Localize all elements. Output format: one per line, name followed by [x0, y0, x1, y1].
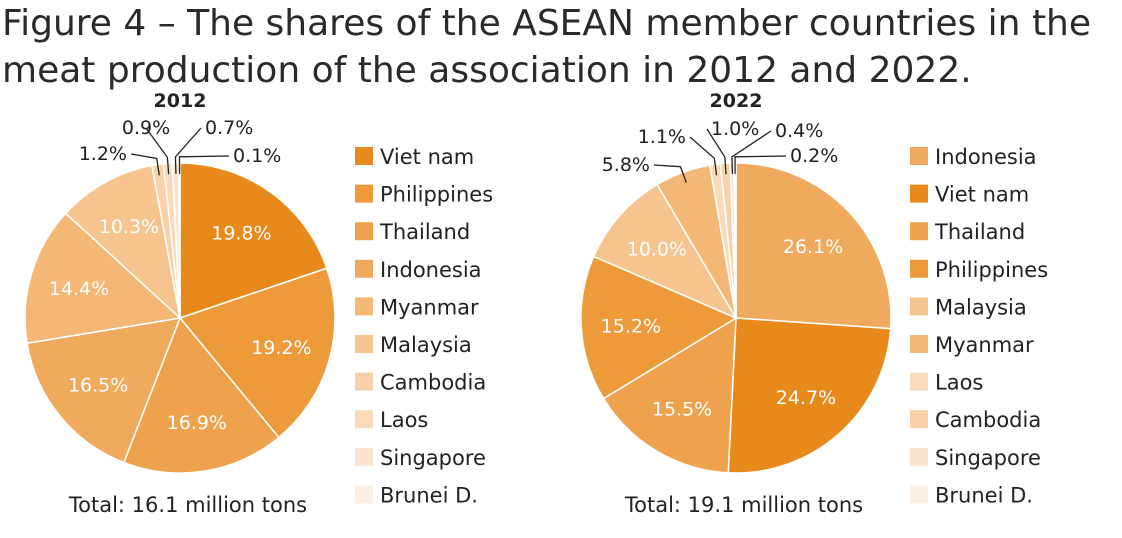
legend-swatch-myanmar [910, 335, 928, 353]
slice-label-viet-nam: 19.8% [211, 222, 271, 244]
slice-label-singapore: 0.4% [775, 120, 823, 142]
slice-label-myanmar: 5.8% [602, 154, 650, 176]
legend-swatch-viet-nam [355, 147, 373, 165]
pie-slice-viet-nam [179, 162, 328, 320]
legend-label-thailand: Thailand [379, 220, 470, 244]
legend-swatch-cambodia [910, 410, 928, 429]
legend-label-laos: Laos [935, 371, 983, 395]
legend-label-singapore: Singapore [380, 446, 486, 470]
total-label: Total: 16.1 million tons [68, 493, 307, 517]
legend-swatch-thailand [355, 222, 373, 241]
legend-label-cambodia: Cambodia [380, 371, 486, 395]
legend-label-thailand: Thailand [934, 220, 1025, 244]
legend-label-malaysia: Malaysia [380, 333, 472, 357]
slice-label-cambodia: 1.2% [79, 143, 127, 165]
legend-label-indonesia: Indonesia [935, 145, 1037, 169]
pie-chart-2022: 2022 26.1% 24.7% 15.5% 15.2% 10.0% 5.8% 1.1% 1.0… [580, 90, 1048, 517]
legend-swatch-malaysia [355, 335, 373, 353]
legend-swatch-brunei-d [910, 485, 928, 504]
slice-label-thailand: 16.9% [167, 412, 227, 434]
slice-label-viet-nam: 24.7% [776, 387, 836, 409]
legend-swatch-thailand [910, 222, 928, 241]
legend-label-philippines: Philippines [935, 258, 1048, 282]
legend-swatch-brunei-d [355, 485, 373, 504]
legend-swatch-cambodia [355, 372, 373, 391]
pie-slice-indonesia [26, 317, 182, 464]
pie-slice-philippines [178, 267, 336, 439]
pie-slice-indonesia [735, 162, 892, 330]
pie-slice-brunei-d [178, 162, 181, 319]
legend-swatch-viet-nam [910, 184, 928, 203]
pie-slice-malaysia [592, 183, 738, 320]
legend-label-indonesia: Indonesia [380, 258, 482, 282]
legend-label-viet-nam: Viet nam [935, 183, 1029, 207]
legend-label-malaysia: Malaysia [935, 295, 1027, 319]
legend-label-myanmar: Myanmar [935, 333, 1034, 357]
legend-swatch-laos [355, 410, 373, 429]
leader-line-singapore [174, 127, 202, 174]
slice-label-thailand: 15.5% [652, 399, 712, 421]
chart-year-title: 2022 [710, 90, 763, 112]
legend-label-myanmar: Myanmar [380, 295, 479, 319]
slice-label-laos: 1.1% [638, 126, 686, 148]
legend-label-brunei-d: Brunei D. [380, 483, 478, 507]
slice-label-malaysia: 10.3% [99, 216, 159, 238]
legend-swatch-indonesia [910, 147, 928, 165]
slice-label-singapore: 0.7% [205, 117, 253, 139]
pie-chart-2012: 2012 19.8% 19.2% 16.9% 16.5% 14.4% 10.3% 1.2% 0.… [24, 90, 493, 517]
legend-swatch-malaysia [910, 297, 928, 316]
legend-label-singapore: Singapore [935, 446, 1041, 470]
legend-label-brunei-d: Brunei D. [935, 483, 1033, 507]
slice-label-laos: 0.9% [122, 117, 170, 139]
slice-label-indonesia: 16.5% [68, 374, 128, 396]
legend-swatch-philippines [910, 259, 928, 278]
slice-label-brunei-d: 0.1% [233, 145, 281, 167]
legend-swatch-singapore [910, 447, 928, 466]
leader-line-brunei-d [734, 155, 787, 174]
legend-swatch-myanmar [355, 297, 373, 316]
total-label: Total: 19.1 million tons [624, 493, 863, 517]
figure-title: Figure 4 – The shares of the ASEAN membe… [2, 3, 1092, 91]
slice-label-malaysia: 10.0% [627, 238, 687, 260]
leader-line-brunei-d [178, 155, 230, 174]
legend-label-philippines: Philippines [380, 183, 493, 207]
chart-year-title: 2012 [154, 90, 207, 112]
slice-label-myanmar: 14.4% [49, 278, 109, 300]
pie-slice-philippines [580, 255, 738, 400]
leader-line-laos [145, 127, 170, 175]
pie-slice-thailand [122, 316, 280, 474]
legend-swatch-philippines [355, 184, 373, 203]
pie-slice-viet-nam [727, 317, 892, 474]
leader-line-singapore [731, 130, 772, 174]
legend-label-laos: Laos [380, 408, 428, 432]
leader-line-cambodia [130, 153, 160, 176]
legend-swatch-indonesia [355, 259, 373, 278]
legend-label-viet-nam: Viet nam [380, 145, 474, 169]
legend-label-cambodia: Cambodia [935, 408, 1041, 432]
leader-line-myanmar [653, 164, 687, 183]
legend-swatch-singapore [355, 447, 373, 466]
leader-line-cambodia [706, 128, 727, 175]
slice-label-philippines: 15.2% [601, 315, 661, 337]
legend-swatch-laos [910, 372, 928, 391]
pie-slice-thailand [602, 316, 737, 474]
pie-slice-malaysia [64, 164, 182, 321]
pie-slice-myanmar [24, 212, 182, 345]
slice-label-brunei-d: 0.2% [790, 145, 838, 167]
leader-line-laos [689, 136, 718, 176]
slice-label-cambodia: 1.0% [711, 118, 759, 140]
slice-label-indonesia: 26.1% [783, 236, 843, 258]
slice-label-philippines: 19.2% [251, 337, 311, 359]
